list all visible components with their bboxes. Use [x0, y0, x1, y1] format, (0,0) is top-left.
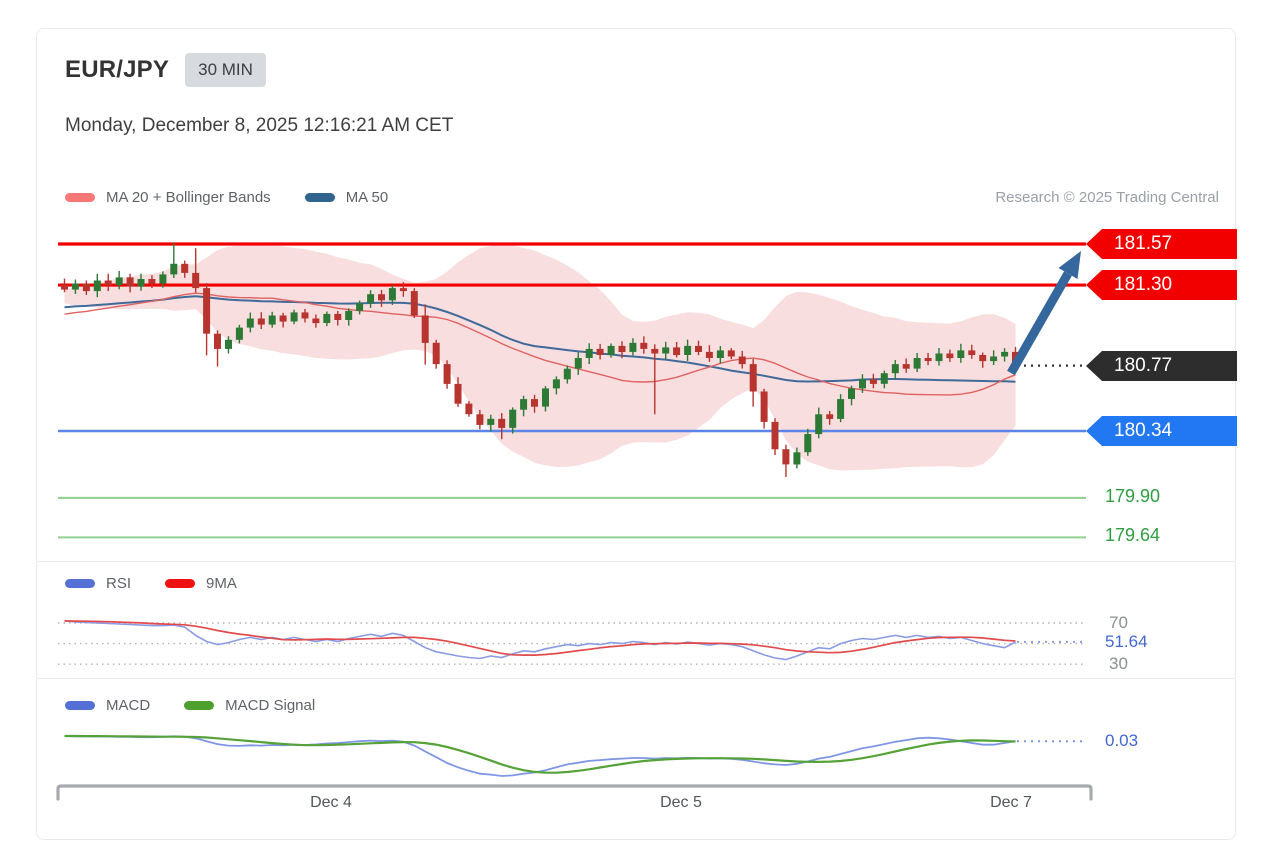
chart-canvas	[56, 242, 1093, 801]
symbol-title: EUR/JPY	[65, 56, 170, 83]
legend-label: 9MA	[206, 575, 237, 592]
legend-label: MA 50	[345, 189, 389, 206]
support-price-tag: 180.34	[1086, 416, 1237, 446]
legend-item-9ma: 9MA	[165, 575, 237, 592]
legend-label: MACD Signal	[225, 697, 316, 714]
resistance-price-tag-1: 181.57	[1086, 229, 1237, 259]
main-chart-legend: MA 20 + Bollinger Bands MA 50	[65, 189, 388, 206]
legend-item-ma50: MA 50	[304, 189, 389, 206]
rsi-swatch-icon	[65, 579, 95, 588]
x-axis-label-dec5: Dec 5	[660, 794, 702, 811]
macd-signal-swatch-icon	[184, 701, 215, 710]
rsi-legend: RSI 9MA	[65, 575, 237, 592]
attribution-text: Research © 2025 Trading Central	[995, 189, 1219, 206]
resistance-price-tag-2: 181.30	[1086, 270, 1237, 300]
legend-item-macd-signal: MACD Signal	[184, 697, 315, 714]
rsi-current-value-label: 51.64	[1105, 632, 1148, 651]
header-row: EUR/JPY 30 MIN	[65, 53, 266, 87]
macd-swatch-icon	[65, 701, 95, 710]
last-price-tag: 180.77	[1086, 351, 1237, 381]
rsi-lower-band-label: 30	[1109, 654, 1128, 673]
target-level-label-1: 179.90	[1105, 486, 1161, 506]
chart-card: EUR/JPY 30 MIN Monday, December 8, 2025 …	[36, 28, 1237, 840]
x-axis-label-dec7: Dec 7	[990, 794, 1032, 811]
chart-datetime: Monday, December 8, 2025 12:16:21 AM CET	[65, 115, 454, 136]
legend-label: MACD	[106, 697, 151, 714]
legend-item-ma20-bollinger: MA 20 + Bollinger Bands	[65, 189, 271, 206]
rsi-upper-band-label: 70	[1109, 613, 1128, 632]
rsi-panel-divider	[37, 561, 1235, 562]
timeframe-badge: 30 MIN	[185, 53, 266, 87]
macd-current-value-label: 0.03	[1105, 731, 1139, 750]
ma50-swatch-icon	[304, 193, 335, 202]
macd-legend: MACD MACD Signal	[65, 697, 315, 714]
x-axis-label-dec4: Dec 4	[310, 794, 352, 811]
legend-item-rsi: RSI	[65, 575, 131, 592]
legend-label: MA 20 + Bollinger Bands	[106, 189, 271, 206]
ma20-bollinger-swatch-icon	[65, 193, 95, 202]
target-level-label-2: 179.64	[1105, 525, 1161, 545]
legend-label: RSI	[106, 575, 132, 592]
rsi-9ma-swatch-icon	[165, 579, 196, 588]
macd-panel-divider	[37, 678, 1235, 679]
legend-item-macd: MACD	[65, 697, 150, 714]
